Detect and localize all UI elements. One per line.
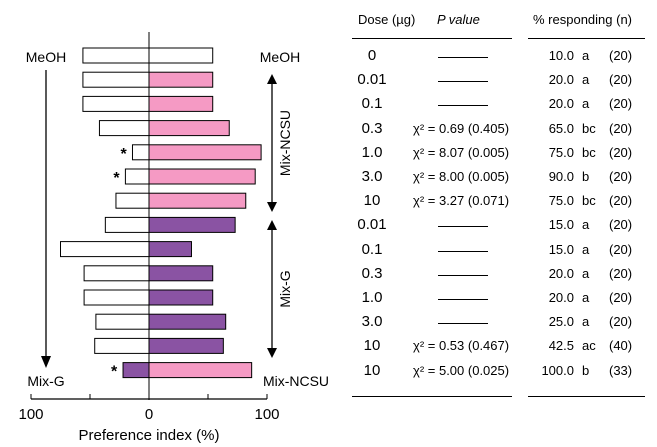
percent-cell: 75.0 (548, 193, 574, 209)
pvalue-dash (438, 105, 488, 107)
percent-cell: 20.0 (548, 96, 574, 112)
percent-cell: 25.0 (548, 314, 574, 330)
n-cell: (20) (609, 265, 633, 281)
group-letter-cell: b (582, 169, 590, 184)
pvalue-cell: χ² = 8.07 (0.005) (413, 144, 510, 160)
group-letter-cell: bc (582, 120, 596, 136)
dose-cell: 10 (363, 337, 381, 355)
header-dose: Dose (µg) (358, 12, 416, 27)
dose-cell: 0.3 (361, 264, 383, 282)
percent-cell: 75.0 (548, 144, 574, 160)
footer-rule-left (352, 396, 512, 397)
dose-cell: 1.0 (361, 289, 383, 306)
group-letter-cell: a (582, 314, 590, 330)
dose-cell: 0.1 (361, 95, 383, 113)
pvalue-cell: χ² = 0.53 (0.467) (413, 338, 510, 354)
pvalue-cell: χ² = 8.00 (0.005) (413, 169, 510, 184)
pvalue-cell: χ² = 0.69 (0.405) (413, 120, 510, 136)
group-letter-cell: bc (582, 193, 596, 209)
pvalue-dash (438, 57, 488, 58)
n-cell: (40) (609, 338, 633, 354)
dose-cell: 3.0 (361, 168, 383, 185)
group-letter-cell: bc (582, 144, 596, 160)
significance-star: * (113, 170, 120, 187)
group-letter-cell: a (582, 265, 590, 281)
dose-cell: 10 (363, 192, 381, 210)
x-tick-label: 100 (254, 406, 279, 423)
pvalue-dash (438, 323, 488, 325)
pvalue-cell: χ² = 3.27 (0.071) (413, 193, 510, 209)
pvalue-dash (438, 250, 488, 252)
footer-rule-right (528, 396, 645, 397)
percent-cell: 10.0 (548, 48, 574, 63)
header-percent: % responding (n) (533, 12, 632, 27)
percent-cell: 90.0 (548, 169, 574, 184)
percent-cell: 15.0 (548, 217, 574, 233)
n-cell: (20) (609, 169, 633, 184)
bracket-arrow-ncsu-head-up (267, 74, 277, 84)
bracket-label-ncsu: Mix-NCSU (277, 110, 293, 176)
bracket-arrow-mixg-head-up (267, 220, 277, 230)
group-letter-cell: a (582, 241, 590, 257)
group-letter-cell: a (582, 72, 590, 88)
percent-cell: 65.0 (548, 120, 574, 136)
n-cell: (20) (609, 96, 633, 112)
dose-cell: 1.0 (361, 143, 383, 161)
n-cell: (20) (609, 72, 633, 88)
dose-cell: 0.3 (361, 119, 383, 137)
n-cell: (20) (609, 241, 633, 257)
pvalue-dash (438, 81, 488, 83)
percent-cell: 20.0 (548, 265, 574, 281)
dose-cell: 0.01 (357, 216, 387, 234)
n-cell: (20) (609, 217, 633, 233)
right-top-label: MeOH (260, 49, 300, 65)
pvalue-dash (438, 274, 488, 276)
pvalue-dash (438, 299, 488, 300)
header-rule-right (528, 38, 645, 39)
group-letter-cell: ac (582, 338, 596, 354)
percent-cell: 100.0 (541, 362, 574, 378)
left-top-label: MeOH (26, 49, 66, 65)
left-arrow-head (41, 356, 51, 368)
bracket-label-mixg: Mix-G (277, 270, 293, 307)
n-cell: (20) (609, 290, 633, 305)
n-cell: (20) (609, 48, 633, 63)
percent-cell: 20.0 (548, 290, 574, 305)
left-bottom-label: Mix-G (27, 373, 64, 389)
right-bottom-label: Mix-NCSU (263, 373, 329, 389)
percent-cell: 20.0 (548, 72, 574, 88)
bracket-arrow-mixg-head-down (267, 348, 277, 358)
group-letter-cell: a (582, 48, 590, 63)
header-rule-left (352, 38, 512, 39)
group-letter-cell: a (582, 217, 590, 233)
dose-cell: 10 (363, 361, 381, 379)
group-letter-cell: b (582, 362, 590, 378)
n-cell: (20) (609, 193, 633, 209)
percent-cell: 15.0 (548, 241, 574, 257)
pvalue-dash (438, 226, 488, 228)
dose-cell: 0 (367, 47, 377, 64)
dose-cell: 0.1 (361, 240, 383, 258)
dose-cell: 0.01 (357, 71, 387, 89)
group-letter-cell: a (582, 96, 590, 112)
n-cell: (20) (609, 314, 633, 330)
dose-cell: 3.0 (361, 313, 383, 331)
n-cell: (20) (609, 144, 633, 160)
significance-star: * (111, 364, 118, 381)
header-pvalue: P value (437, 12, 480, 27)
x-axis-title: Preference index (%) (79, 427, 220, 444)
bracket-arrow-ncsu-head-down (267, 202, 277, 212)
pvalue-cell: χ² = 5.00 (0.025) (413, 362, 510, 378)
significance-star: * (120, 146, 127, 163)
x-tick-label: 100 (18, 406, 43, 423)
n-cell: (33) (609, 362, 633, 378)
x-tick-label: 0 (145, 406, 153, 423)
group-letter-cell: a (582, 290, 590, 305)
percent-cell: 42.5 (548, 338, 574, 354)
n-cell: (20) (609, 120, 633, 136)
